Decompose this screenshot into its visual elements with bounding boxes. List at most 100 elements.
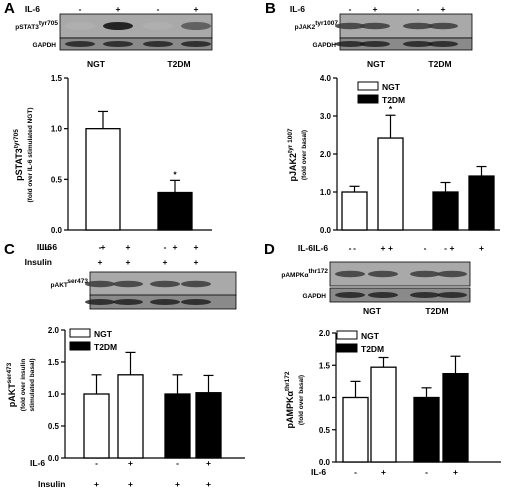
y-tick-label: 4.0 bbox=[320, 74, 332, 83]
bar bbox=[195, 392, 222, 459]
condition-row-mark: - bbox=[444, 243, 447, 253]
y-tick-label: 1.5 bbox=[319, 361, 331, 370]
blot-row-mark: + bbox=[441, 4, 446, 14]
blot-row-mark: + bbox=[194, 257, 199, 267]
condition-row-mark: + bbox=[94, 479, 99, 489]
condition-row-mark: - bbox=[176, 458, 179, 468]
condition-row-mark: + bbox=[128, 479, 133, 489]
condition-row-mark: + bbox=[479, 243, 484, 253]
blot-row-mark: + bbox=[126, 257, 131, 267]
legend-label: NGT bbox=[94, 329, 113, 339]
y-tick-label: 0.5 bbox=[51, 175, 63, 184]
blot-band-gapdh bbox=[329, 287, 471, 303]
condition-row-mark: + bbox=[453, 467, 458, 477]
blot-row-mark: - bbox=[424, 243, 427, 253]
blot-row-label: IL-6 bbox=[290, 4, 305, 14]
panel-letter: A bbox=[4, 0, 15, 17]
blot-band-label: pJAK2tyr1007 bbox=[295, 20, 339, 31]
panel-letter: B bbox=[265, 0, 276, 17]
blot-band-spot bbox=[181, 41, 211, 47]
bar bbox=[370, 366, 397, 463]
panel-letter: C bbox=[4, 241, 15, 258]
bar bbox=[377, 137, 404, 231]
blot-band-label: pAMPKαthr172 bbox=[281, 268, 328, 279]
blot-group-label: NGT bbox=[367, 59, 386, 69]
blot-gapdh-label: GAPDH bbox=[303, 293, 327, 300]
legend-label: NGT bbox=[382, 82, 401, 92]
y-tick-label: 1.0 bbox=[320, 188, 332, 197]
blot-band-spot bbox=[181, 22, 211, 30]
blot-band-spot bbox=[335, 270, 365, 278]
blot-band-spot bbox=[360, 41, 390, 47]
bar bbox=[432, 191, 459, 231]
blot-band-spot bbox=[428, 22, 458, 30]
blot-band-spot bbox=[335, 22, 365, 30]
y-axis-title: pSTAT3tyr705 bbox=[13, 129, 24, 181]
condition-row-label: IL-6 bbox=[30, 458, 45, 468]
condition-row-mark: - bbox=[354, 467, 357, 477]
blot-row-mark: + bbox=[126, 242, 131, 252]
y-tick-label: 0.0 bbox=[51, 226, 63, 235]
legend-swatch bbox=[69, 328, 91, 338]
blot-row-mark: + bbox=[98, 257, 103, 267]
y-axis-label: pSTAT3tyr705 (fold over IL-6 stimulated N… bbox=[13, 108, 34, 203]
blot-band-spot bbox=[85, 280, 115, 288]
condition-row-mark: - bbox=[425, 467, 428, 477]
condition-row-label: Insulin bbox=[38, 479, 65, 489]
blot-band-spot bbox=[410, 292, 440, 298]
legend-label: NGT bbox=[361, 331, 380, 341]
bar bbox=[342, 396, 369, 463]
condition-row-label: IL-6 bbox=[311, 467, 326, 477]
blot-band-spot bbox=[103, 41, 133, 47]
y-tick-label: 1.5 bbox=[51, 74, 63, 83]
blot-band-spot bbox=[150, 280, 180, 288]
blot-band-spot bbox=[437, 270, 467, 278]
bar bbox=[85, 128, 121, 231]
condition-row-label: IL-6 bbox=[313, 243, 328, 253]
legend-swatch bbox=[357, 81, 379, 91]
blot-row-label: IL-6 bbox=[25, 4, 40, 14]
blot-band-spot bbox=[335, 292, 365, 298]
y-tick-label: 1.0 bbox=[48, 390, 60, 399]
bar bbox=[164, 393, 191, 459]
blot-group-label: T2DM bbox=[428, 59, 451, 69]
blot-gapdh-label: GAPDH bbox=[33, 42, 57, 49]
legend-swatch bbox=[69, 341, 91, 351]
y-axis-subtitle: stimulated basal) bbox=[29, 358, 36, 411]
blot-band-spot bbox=[368, 292, 398, 298]
blot-band-spot bbox=[428, 41, 458, 47]
legend-swatch bbox=[357, 94, 379, 104]
condition-row-mark: + bbox=[206, 458, 211, 468]
y-axis-title: pAMPKαthr172 bbox=[284, 371, 295, 428]
bar bbox=[83, 393, 110, 459]
blot-band-spot bbox=[368, 270, 398, 278]
y-axis-subtitle: (fold over basal) bbox=[301, 130, 308, 180]
condition-row-mark: + bbox=[388, 243, 393, 253]
blot-row-label: IL-6 bbox=[298, 243, 313, 253]
blot-band-spot bbox=[150, 299, 180, 305]
blot-row-mark: + bbox=[116, 4, 121, 14]
bar bbox=[413, 396, 440, 463]
blot-row-mark: + bbox=[194, 4, 199, 14]
blot-band-label: pSTAT3tyr705 bbox=[15, 20, 58, 31]
blot-row-label: IL-6 bbox=[37, 242, 52, 252]
y-tick-label: 1.0 bbox=[319, 394, 331, 403]
bar bbox=[341, 191, 368, 231]
blot-row-mark: - bbox=[99, 242, 102, 252]
blot-row-mark: + bbox=[450, 243, 455, 253]
y-tick-label: 0.0 bbox=[319, 458, 331, 467]
bar bbox=[468, 175, 495, 231]
y-tick-label: 0.5 bbox=[319, 426, 331, 435]
legend-label: T2DM bbox=[94, 342, 117, 352]
y-tick-label: 1.0 bbox=[51, 125, 63, 134]
y-tick-label: 2.0 bbox=[319, 329, 331, 338]
blot-band-spot bbox=[181, 299, 211, 305]
blot-row-mark: + bbox=[373, 4, 378, 14]
blot-row-mark: - bbox=[157, 4, 160, 14]
y-tick-label: 0.5 bbox=[48, 422, 60, 431]
blot-band-spot bbox=[335, 41, 365, 47]
